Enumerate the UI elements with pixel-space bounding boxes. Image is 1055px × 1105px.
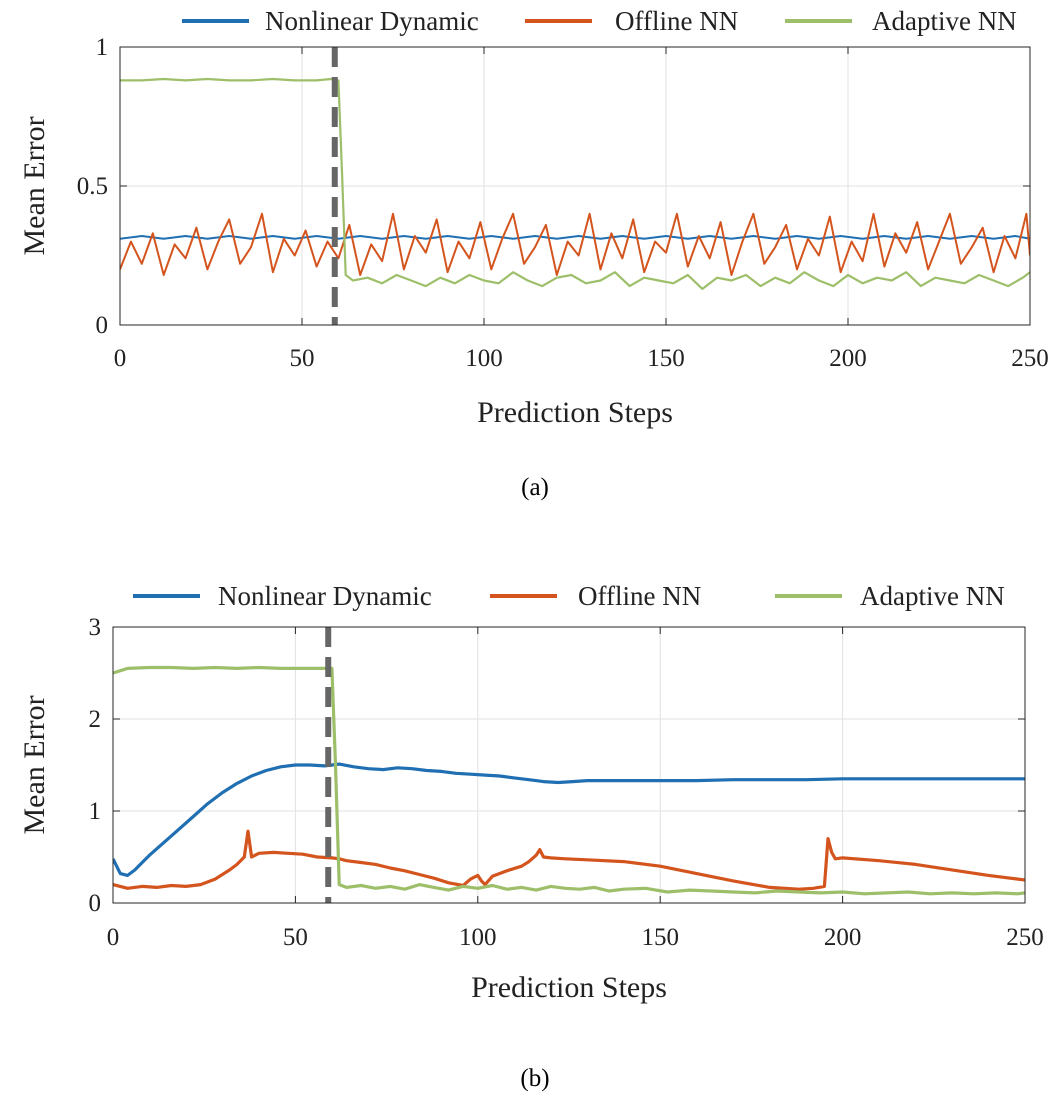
series-line-nonlinear-dynamic [113,762,1025,878]
y-axis-label: Mean Error [18,116,51,255]
legend-label: Adaptive NN [860,581,1005,611]
x-tick-label: 50 [283,924,308,951]
x-tick-label: 50 [290,345,315,372]
x-tick-label: 150 [641,924,679,951]
series-line-offline-nn [113,829,1025,891]
x-tick-label: 100 [459,924,497,951]
x-tick-label: 200 [824,924,862,951]
x-axis-label: Prediction Steps [471,971,667,1004]
x-tick-label: 0 [107,924,120,951]
y-tick-label: 2 [89,706,102,733]
y-tick-label: 0.5 [77,173,108,200]
legend-label: Adaptive NN [872,6,1017,36]
axes-frame [112,626,1026,904]
y-tick-label: 0 [89,890,102,917]
x-tick-label: 0 [114,345,127,372]
y-tick-label: 3 [89,614,102,641]
x-tick-label: 200 [829,345,867,372]
legend-label: Offline NN [578,581,701,611]
panel-caption: (a) [521,474,549,501]
x-tick-label: 250 [1006,924,1044,951]
y-axis-label: Mean Error [18,695,51,834]
legend-label: Nonlinear Dynamic [265,6,479,36]
y-tick-label: 0 [96,312,109,339]
x-tick-label: 100 [465,345,503,372]
series-line-offline-nn [120,212,1030,276]
panel-caption: (b) [520,1065,549,1092]
plot-area-1 [113,627,1025,903]
legend-label: Nonlinear Dynamic [218,581,432,611]
y-tick-label: 1 [89,798,102,825]
series-line-adaptive-nn [113,665,1025,896]
x-axis-label: Prediction Steps [477,396,673,429]
y-tick-label: 1 [96,34,109,61]
series-line-nonlinear-dynamic [120,235,1030,240]
x-tick-label: 250 [1011,345,1049,372]
x-tick-label: 150 [647,345,685,372]
legend-label: Offline NN [615,6,738,36]
